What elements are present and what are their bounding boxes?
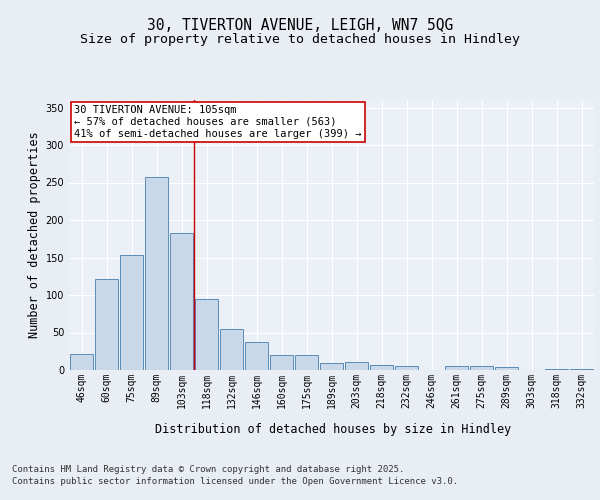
Text: Distribution of detached houses by size in Hindley: Distribution of detached houses by size … xyxy=(155,422,511,436)
Bar xyxy=(345,362,368,370)
Bar xyxy=(395,366,418,370)
Text: Contains HM Land Registry data © Crown copyright and database right 2025.: Contains HM Land Registry data © Crown c… xyxy=(12,465,404,474)
Bar xyxy=(245,342,268,370)
Bar xyxy=(120,255,143,370)
Text: 30 TIVERTON AVENUE: 105sqm
← 57% of detached houses are smaller (563)
41% of sem: 30 TIVERTON AVENUE: 105sqm ← 57% of deta… xyxy=(74,106,362,138)
Y-axis label: Number of detached properties: Number of detached properties xyxy=(28,132,41,338)
Bar xyxy=(370,365,393,370)
Bar xyxy=(170,233,193,370)
Text: 30, TIVERTON AVENUE, LEIGH, WN7 5QG: 30, TIVERTON AVENUE, LEIGH, WN7 5QG xyxy=(147,18,453,32)
Bar xyxy=(95,278,118,370)
Bar xyxy=(470,366,493,370)
Bar xyxy=(445,366,468,370)
Bar xyxy=(145,178,168,370)
Bar xyxy=(495,367,518,370)
Bar xyxy=(545,369,568,370)
Bar xyxy=(220,329,243,370)
Text: Contains public sector information licensed under the Open Government Licence v3: Contains public sector information licen… xyxy=(12,478,458,486)
Text: Size of property relative to detached houses in Hindley: Size of property relative to detached ho… xyxy=(80,32,520,46)
Bar xyxy=(320,362,343,370)
Bar xyxy=(295,355,318,370)
Bar xyxy=(195,298,218,370)
Bar xyxy=(570,369,593,370)
Bar xyxy=(270,355,293,370)
Bar xyxy=(70,354,93,370)
